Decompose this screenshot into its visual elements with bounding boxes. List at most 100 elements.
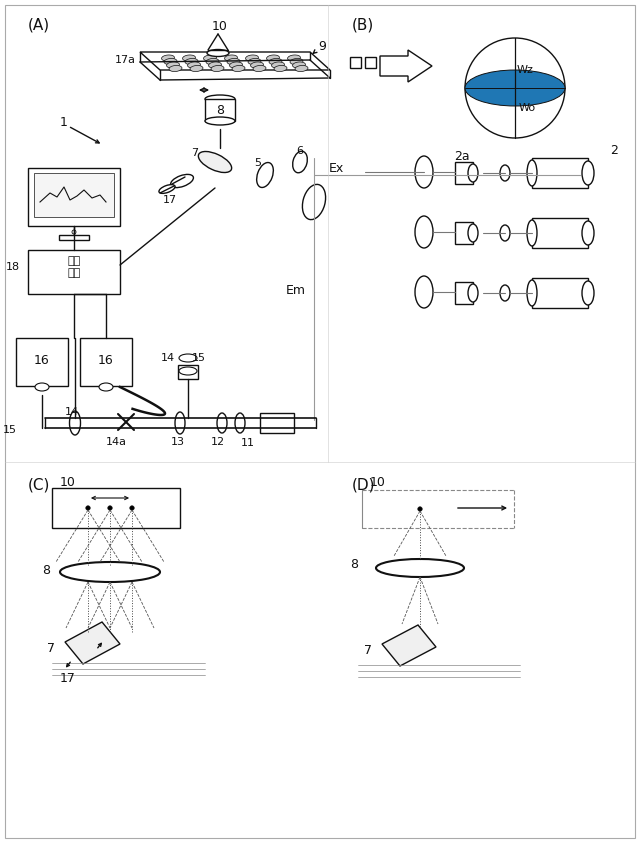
Ellipse shape: [60, 562, 160, 582]
Ellipse shape: [271, 62, 285, 68]
Bar: [532, 218, 588, 248]
Circle shape: [418, 507, 422, 511]
Text: 演算: 演算: [67, 268, 81, 278]
Ellipse shape: [250, 62, 264, 68]
Ellipse shape: [188, 62, 200, 68]
Ellipse shape: [415, 156, 433, 188]
Text: 8: 8: [216, 104, 224, 116]
Bar: [260, 413, 294, 433]
Circle shape: [72, 230, 76, 234]
Bar: [455, 282, 473, 304]
Text: 15: 15: [3, 425, 17, 435]
Bar: [532, 158, 588, 188]
Ellipse shape: [582, 161, 594, 185]
Text: 9: 9: [318, 40, 326, 52]
Ellipse shape: [266, 55, 280, 61]
Bar: [59, 235, 89, 240]
Ellipse shape: [500, 285, 510, 301]
Ellipse shape: [253, 66, 266, 72]
Ellipse shape: [302, 185, 326, 220]
Circle shape: [108, 506, 112, 510]
Ellipse shape: [175, 412, 185, 434]
Text: 14a: 14a: [106, 437, 127, 447]
Text: 14: 14: [65, 407, 79, 417]
Circle shape: [86, 506, 90, 510]
Ellipse shape: [159, 185, 175, 193]
Ellipse shape: [269, 58, 282, 65]
Ellipse shape: [235, 413, 245, 433]
Text: (B): (B): [352, 18, 374, 33]
Ellipse shape: [198, 152, 232, 173]
Ellipse shape: [468, 224, 478, 242]
Text: (A): (A): [28, 18, 50, 33]
Text: 16: 16: [98, 353, 114, 367]
Bar: [52, 488, 180, 528]
Ellipse shape: [468, 284, 478, 302]
Ellipse shape: [185, 58, 198, 65]
Bar: [205, 99, 235, 121]
Text: Em: Em: [286, 283, 306, 297]
Text: 7: 7: [191, 148, 198, 158]
Text: 7: 7: [364, 643, 372, 657]
Text: 18: 18: [6, 262, 20, 272]
Ellipse shape: [206, 58, 219, 65]
Polygon shape: [380, 50, 432, 82]
Ellipse shape: [161, 55, 175, 61]
Text: (C): (C): [28, 478, 51, 493]
Ellipse shape: [257, 163, 273, 187]
Circle shape: [130, 506, 134, 510]
Ellipse shape: [246, 55, 259, 61]
Bar: [28, 250, 120, 294]
Text: 6: 6: [296, 146, 303, 156]
Ellipse shape: [230, 62, 243, 68]
Text: Wz: Wz: [516, 65, 533, 75]
Ellipse shape: [207, 50, 229, 56]
Text: Wo: Wo: [518, 103, 536, 113]
Ellipse shape: [500, 225, 510, 241]
Ellipse shape: [415, 276, 433, 308]
Ellipse shape: [248, 58, 261, 65]
Text: 10: 10: [60, 476, 76, 490]
Text: 17: 17: [60, 672, 76, 685]
Text: 17: 17: [163, 195, 177, 205]
Bar: [16, 338, 68, 386]
Text: 17a: 17a: [115, 55, 136, 65]
Ellipse shape: [415, 216, 433, 248]
Text: 15: 15: [192, 353, 206, 363]
Bar: [28, 168, 120, 226]
Ellipse shape: [232, 66, 245, 72]
Ellipse shape: [227, 58, 240, 65]
Ellipse shape: [225, 55, 237, 61]
Ellipse shape: [70, 411, 81, 435]
Ellipse shape: [204, 55, 216, 61]
Ellipse shape: [179, 354, 197, 362]
Polygon shape: [382, 625, 436, 666]
Text: 14: 14: [161, 353, 175, 363]
Ellipse shape: [35, 383, 49, 391]
Ellipse shape: [209, 62, 221, 68]
Ellipse shape: [527, 280, 537, 306]
Bar: [455, 162, 473, 184]
Text: 1: 1: [60, 115, 68, 128]
Ellipse shape: [500, 165, 510, 181]
Ellipse shape: [205, 95, 235, 103]
Text: 5: 5: [255, 158, 262, 168]
Text: 2a: 2a: [454, 151, 470, 164]
Text: 12: 12: [211, 437, 225, 447]
Ellipse shape: [171, 175, 193, 188]
Ellipse shape: [287, 55, 301, 61]
Ellipse shape: [274, 66, 287, 72]
Ellipse shape: [99, 383, 113, 391]
Ellipse shape: [169, 66, 182, 72]
Ellipse shape: [527, 160, 537, 186]
Text: 13: 13: [171, 437, 185, 447]
Text: 制御: 制御: [67, 256, 81, 266]
Text: 8: 8: [42, 563, 50, 577]
Ellipse shape: [465, 70, 565, 106]
Ellipse shape: [211, 66, 224, 72]
Text: 7: 7: [47, 642, 55, 654]
Text: 11: 11: [241, 438, 255, 448]
Ellipse shape: [179, 367, 197, 375]
Ellipse shape: [582, 221, 594, 245]
Ellipse shape: [182, 55, 195, 61]
